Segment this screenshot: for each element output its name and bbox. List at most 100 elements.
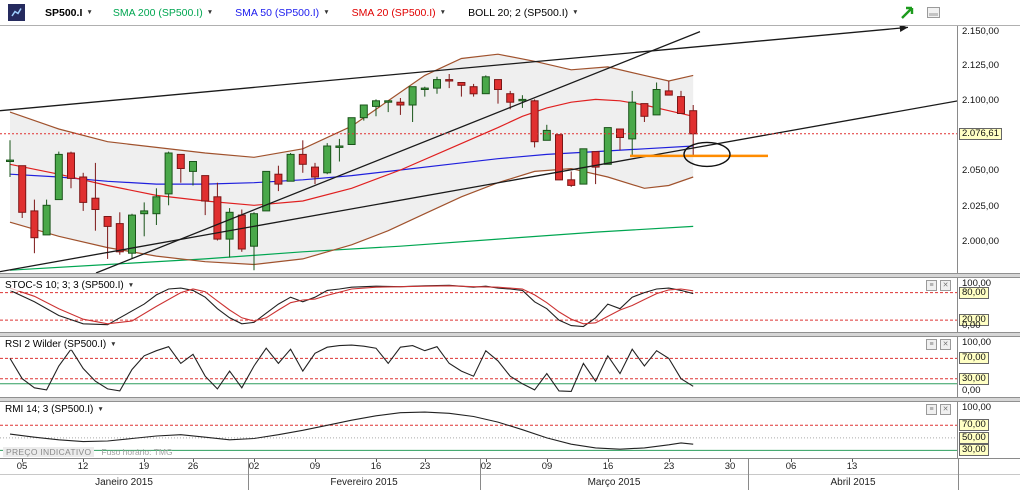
panel-splitter[interactable] [0, 273, 1020, 278]
tick-mark [852, 459, 853, 462]
x-tick-label: 30 [724, 461, 736, 472]
toolbar-indicators: SMA 200 (SP500.I) ▼ SMA 50 (SP500.I) ▼ SMA 2… [113, 7, 579, 19]
main-price-axis: 2.150,00 2.125,00 2.100,00 2.076,61 2.050,00… [958, 26, 1020, 273]
x-tick-label: 19 [138, 461, 150, 472]
x-axis: 05 12 19 26 02 09 16 23 02 09 16 23 30 06 13 Janeiro 20… [0, 458, 1020, 490]
panel-close-icon[interactable]: ✕ [940, 280, 951, 291]
indicator-label: SMA 20 (SP500.I) [351, 6, 436, 19]
trend-arrow-icon[interactable] [899, 5, 917, 21]
panel-close-icon[interactable]: ✕ [940, 339, 951, 350]
price-axis-label: 2.050,00 [962, 165, 999, 177]
sma200-dropdown[interactable]: SMA 200 (SP500.I) ▼ [113, 7, 213, 19]
rmi-axis: 100,00 70,00 50,00 30,00 [958, 402, 1020, 458]
month-label: Fevereiro 2015 [330, 477, 398, 488]
indicator-axis-label-boxed: 70,00 [959, 352, 989, 365]
x-tick-label: 16 [602, 461, 614, 472]
indicative-price-badge: PREÇO INDICATIVO [3, 447, 95, 457]
x-tick-label: 26 [187, 461, 199, 472]
indicator-axis-label-boxed: 30,00 [959, 372, 989, 385]
chevron-down-icon: ▼ [97, 406, 104, 413]
month-label: Janeiro 2015 [95, 477, 153, 488]
chevron-down-icon: ▼ [323, 9, 330, 16]
instrument-dropdown[interactable]: SP500.I ▼ [45, 7, 93, 19]
chevron-down-icon: ▼ [572, 9, 579, 16]
x-tick-label: 02 [248, 461, 260, 472]
dock-panel-icon[interactable] [927, 7, 940, 18]
tick-mark [547, 459, 548, 462]
x-tick-label: 13 [846, 461, 858, 472]
month-label: Março 2015 [587, 477, 641, 488]
chevron-down-icon: ▼ [206, 9, 214, 16]
indicator-axis-label: 100,00 [962, 278, 992, 289]
sma50-dropdown[interactable]: SMA 50 (SP500.I) ▼ [235, 7, 329, 19]
stoc-indicator-dropdown[interactable]: STOC-S 10; 3; 3 (SP500.I) ▼ [5, 280, 135, 291]
stoc-panel: STOC-S 10; 3; 3 (SP500.I) ▼ ≡ ✕ 100,00 80… [0, 278, 1020, 332]
stoc-plot: STOC-S 10; 3; 3 (SP500.I) ▼ ≡ ✕ [0, 278, 958, 332]
tick-mark [669, 459, 670, 462]
indicator-axis-label-boxed: 70,00 [959, 419, 989, 432]
panel-menu-icon[interactable]: ≡ [926, 339, 937, 350]
price-axis-label: 2.100,00 [962, 94, 999, 106]
indicator-label: SMA 200 (SP500.I) [112, 6, 203, 19]
price-axis-label-boxed: 2.076,61 [959, 127, 1002, 140]
stoc-chart-svg[interactable] [0, 278, 958, 332]
main-chart-plot [0, 26, 958, 273]
instrument-label: SP500.I [45, 6, 83, 19]
tick-mark [193, 459, 194, 462]
panel-menu-icon[interactable]: ≡ [926, 404, 937, 415]
chevron-down-icon: ▼ [86, 9, 93, 16]
tick-mark [83, 459, 84, 462]
tick-mark [376, 459, 377, 462]
price-axis-label: 2.125,00 [962, 59, 999, 71]
indicator-axis-label-boxed: 20,00 [959, 314, 989, 327]
panel-splitter[interactable] [0, 397, 1020, 402]
main-chart-svg[interactable] [0, 26, 958, 273]
rmi-indicator-dropdown[interactable]: RMI 14; 3 (SP500.I) ▼ [5, 404, 104, 415]
indicator-axis-label: 0,00 [962, 385, 981, 396]
rsi-panel-icons: ≡ ✕ [926, 339, 951, 350]
chevron-down-icon: ▼ [110, 341, 117, 348]
stoc-panel-icons: ≡ ✕ [926, 280, 951, 291]
price-axis-label: 2.150,00 [962, 26, 999, 37]
panel-close-icon[interactable]: ✕ [940, 404, 951, 415]
indicator-axis-label: 0,00 [962, 320, 981, 331]
x-tick-label: 12 [77, 461, 89, 472]
rsi-chart-svg[interactable] [0, 337, 958, 397]
month-label: Abril 2015 [830, 477, 876, 488]
price-axis-label: 2.025,00 [962, 200, 999, 212]
sma20-dropdown[interactable]: SMA 20 (SP500.I) ▼ [352, 7, 446, 19]
tick-mark [315, 459, 316, 462]
boll-dropdown[interactable]: BOLL 20; 2 (SP500.I) ▼ [468, 7, 578, 19]
panel-menu-icon[interactable]: ≡ [926, 280, 937, 291]
tick-mark [486, 459, 487, 462]
x-tick-label: 09 [541, 461, 553, 472]
x-tick-label: 23 [663, 461, 675, 472]
x-tick-label: 02 [480, 461, 492, 472]
toolbar: SP500.I ▼ SMA 200 (SP500.I) ▼ SMA 50 (SP50… [0, 0, 1020, 26]
x-tick-label: 09 [309, 461, 321, 472]
status-bar: PREÇO INDICATIVO Fuso horário: TMG [3, 447, 173, 457]
tick-mark [608, 459, 609, 462]
rmi-plot: RMI 14; 3 (SP500.I) ▼ ≡ ✕ PREÇO INDICATI… [0, 402, 958, 458]
rmi-chart-svg[interactable] [0, 402, 958, 458]
month-separator [748, 459, 749, 490]
tick-mark [144, 459, 145, 462]
indicator-label: RMI 14; 3 (SP500.I) [5, 404, 94, 415]
x-tick-label: 16 [370, 461, 382, 472]
main-chart-panel: 2.150,00 2.125,00 2.100,00 2.076,61 2.050,00… [0, 26, 1020, 273]
indicator-axis-label-boxed: 80,00 [959, 286, 989, 299]
indicator-label: RSI 2 Wilder (SP500.I) [5, 339, 107, 350]
toolbar-right-icons [899, 5, 940, 21]
tick-mark [22, 459, 23, 462]
tick-mark [425, 459, 426, 462]
rmi-panel-icons: ≡ ✕ [926, 404, 951, 415]
rsi-indicator-dropdown[interactable]: RSI 2 Wilder (SP500.I) ▼ [5, 339, 117, 350]
month-separator [958, 459, 959, 490]
chevron-down-icon: ▼ [439, 9, 447, 16]
x-tick-label: 05 [16, 461, 28, 472]
panel-splitter[interactable] [0, 332, 1020, 337]
month-separator [480, 459, 481, 490]
indicator-axis-label-boxed: 50,00 [959, 431, 989, 444]
indicator-axis-label: 100,00 [962, 337, 992, 349]
